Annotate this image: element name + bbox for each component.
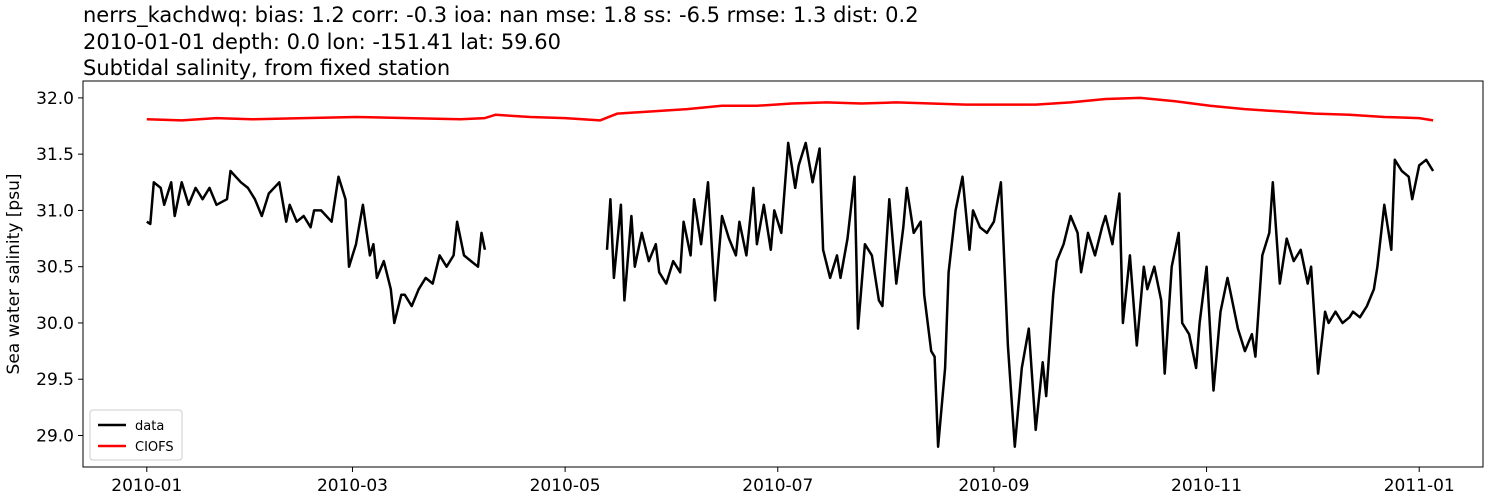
legend-box xyxy=(89,409,183,461)
x-tick-label: 2010-05 xyxy=(530,476,601,496)
x-tick-label: 2010-03 xyxy=(317,476,388,496)
y-tick-label: 31.5 xyxy=(36,145,74,165)
data-line xyxy=(146,96,1434,122)
x-tick-label: 2010-01 xyxy=(111,476,182,496)
data-line xyxy=(146,141,1435,448)
x-tick-label: 2010-11 xyxy=(1171,476,1242,496)
x-tick-label: 2011-01 xyxy=(1384,476,1455,496)
y-tick-label: 31.0 xyxy=(36,201,74,221)
plot-frame xyxy=(82,80,1484,468)
y-tick-label: 30.0 xyxy=(36,314,74,334)
chart-subtitle: 2010-01-01 depth: 0.0 lon: -151.41 lat: … xyxy=(83,30,561,54)
y-tick-label: 29.5 xyxy=(36,370,74,390)
x-tick-label: 2010-09 xyxy=(958,476,1029,496)
y-tick-label: 32.0 xyxy=(36,89,74,109)
legend-label: CIOFS xyxy=(135,440,174,455)
legend-label: data xyxy=(135,419,164,434)
chart-subtitle: Subtidal salinity, from fixed station xyxy=(83,56,450,80)
chart-title: nerrs_kachdwq: bias: 1.2 corr: -0.3 ioa:… xyxy=(83,3,919,28)
x-tick-label: 2010-07 xyxy=(742,476,813,496)
y-axis-label: Sea water salinity [psu] xyxy=(4,174,24,375)
y-tick-label: 30.5 xyxy=(36,258,74,278)
y-tick-label: 29.0 xyxy=(36,426,74,446)
